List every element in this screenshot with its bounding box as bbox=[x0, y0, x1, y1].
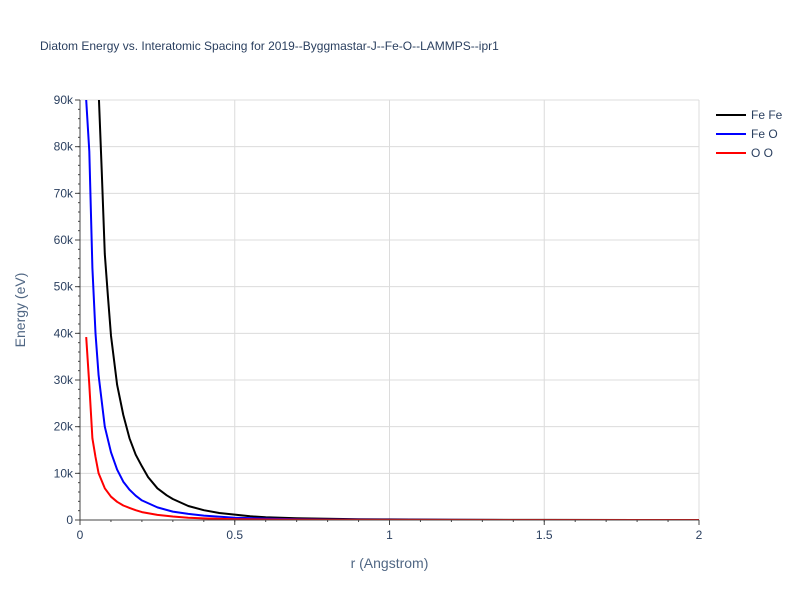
legend-item[interactable]: Fe O bbox=[716, 127, 778, 141]
x-tick-labels: 0 0.5 1 1.5 2 bbox=[77, 528, 703, 542]
legend-item[interactable]: O O bbox=[716, 146, 773, 160]
y-tick-labels: 0 10k 20k 30k 40k 50k 60k 70k 80k 90k bbox=[54, 93, 74, 527]
legend-label: Fe Fe bbox=[751, 108, 783, 122]
y-tick-label: 0 bbox=[66, 513, 73, 527]
x-tick-label: 1.5 bbox=[536, 528, 553, 542]
y-tick-label: 90k bbox=[54, 93, 74, 107]
y-tick-label: 70k bbox=[54, 186, 74, 200]
y-axis-title: Energy (eV) bbox=[12, 273, 28, 348]
series-line-o-o[interactable] bbox=[85, 337, 699, 520]
series-group bbox=[85, 91, 699, 520]
legend[interactable]: Fe Fe Fe O O O bbox=[716, 108, 783, 160]
x-axis-title: r (Angstrom) bbox=[351, 555, 429, 571]
chart-title: Diatom Energy vs. Interatomic Spacing fo… bbox=[40, 39, 499, 53]
axes bbox=[75, 99, 700, 525]
x-tick-label: 1 bbox=[386, 528, 393, 542]
y-tick-label: 50k bbox=[54, 280, 74, 294]
y-tick-label: 30k bbox=[54, 373, 74, 387]
y-tick-label: 40k bbox=[54, 326, 74, 340]
x-tick-label: 0.5 bbox=[226, 528, 243, 542]
grid bbox=[80, 99, 700, 520]
series-line-fe-fe[interactable] bbox=[97, 91, 699, 520]
legend-item[interactable]: Fe Fe bbox=[716, 108, 783, 122]
y-tick-label: 20k bbox=[54, 420, 74, 434]
y-tick-label: 10k bbox=[54, 466, 74, 480]
x-tick-label: 0 bbox=[77, 528, 84, 542]
legend-label: O O bbox=[751, 146, 773, 160]
y-tick-label: 80k bbox=[54, 140, 74, 154]
legend-label: Fe O bbox=[751, 127, 778, 141]
x-tick-label: 2 bbox=[696, 528, 703, 542]
series-line-fe-o[interactable] bbox=[85, 100, 699, 520]
y-tick-label: 60k bbox=[54, 233, 74, 247]
